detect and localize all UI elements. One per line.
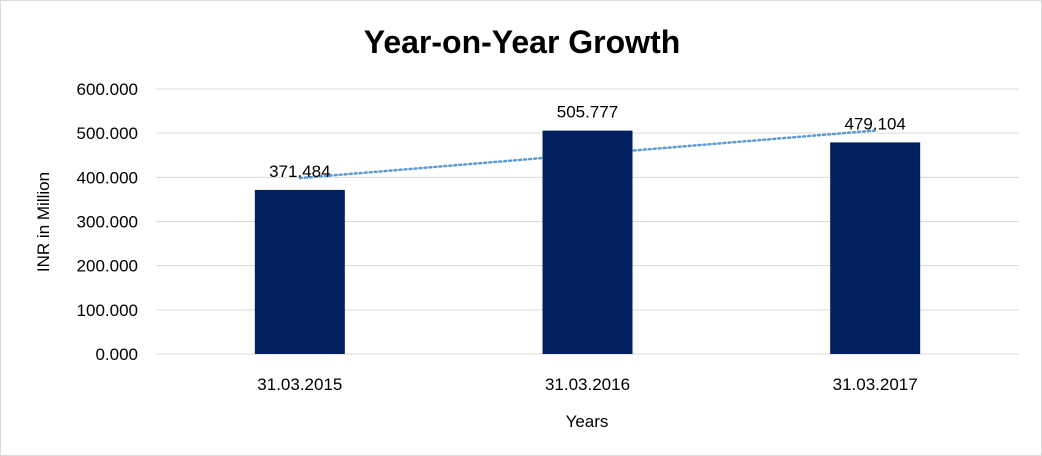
y-tick-label: 300.000 bbox=[77, 213, 138, 232]
bar bbox=[830, 142, 921, 354]
data-label: 479.104 bbox=[844, 114, 905, 133]
y-axis-title: INR in Million bbox=[34, 172, 53, 272]
y-tick-label: 0.000 bbox=[95, 345, 138, 364]
y-tick-label: 200.000 bbox=[77, 257, 138, 276]
x-tick-label: 31.03.2017 bbox=[833, 375, 918, 394]
data-labels: 371.484 505.777 479.104 bbox=[269, 103, 906, 181]
x-axis-ticks: 31.03.2015 31.03.2016 31.03.2017 bbox=[257, 375, 917, 394]
chart-title: Year-on-Year Growth bbox=[364, 24, 681, 60]
y-tick-label: 600.000 bbox=[77, 80, 138, 99]
y-tick-label: 100.000 bbox=[77, 301, 138, 320]
y-tick-label: 500.000 bbox=[77, 124, 138, 143]
bar bbox=[542, 130, 633, 354]
data-label: 505.777 bbox=[557, 103, 618, 122]
x-tick-label: 31.03.2015 bbox=[257, 375, 342, 394]
x-axis-title: Years bbox=[566, 412, 609, 431]
bar bbox=[254, 189, 345, 354]
bars bbox=[254, 130, 921, 354]
x-tick-label: 31.03.2016 bbox=[545, 375, 630, 394]
y-axis-ticks: 0.000 100.000 200.000 300.000 400.000 500.000… bbox=[77, 80, 138, 364]
data-label: 371.484 bbox=[269, 162, 330, 181]
y-tick-label: 400.000 bbox=[77, 168, 138, 187]
trendline bbox=[298, 129, 877, 180]
trendline-layer bbox=[298, 129, 877, 180]
